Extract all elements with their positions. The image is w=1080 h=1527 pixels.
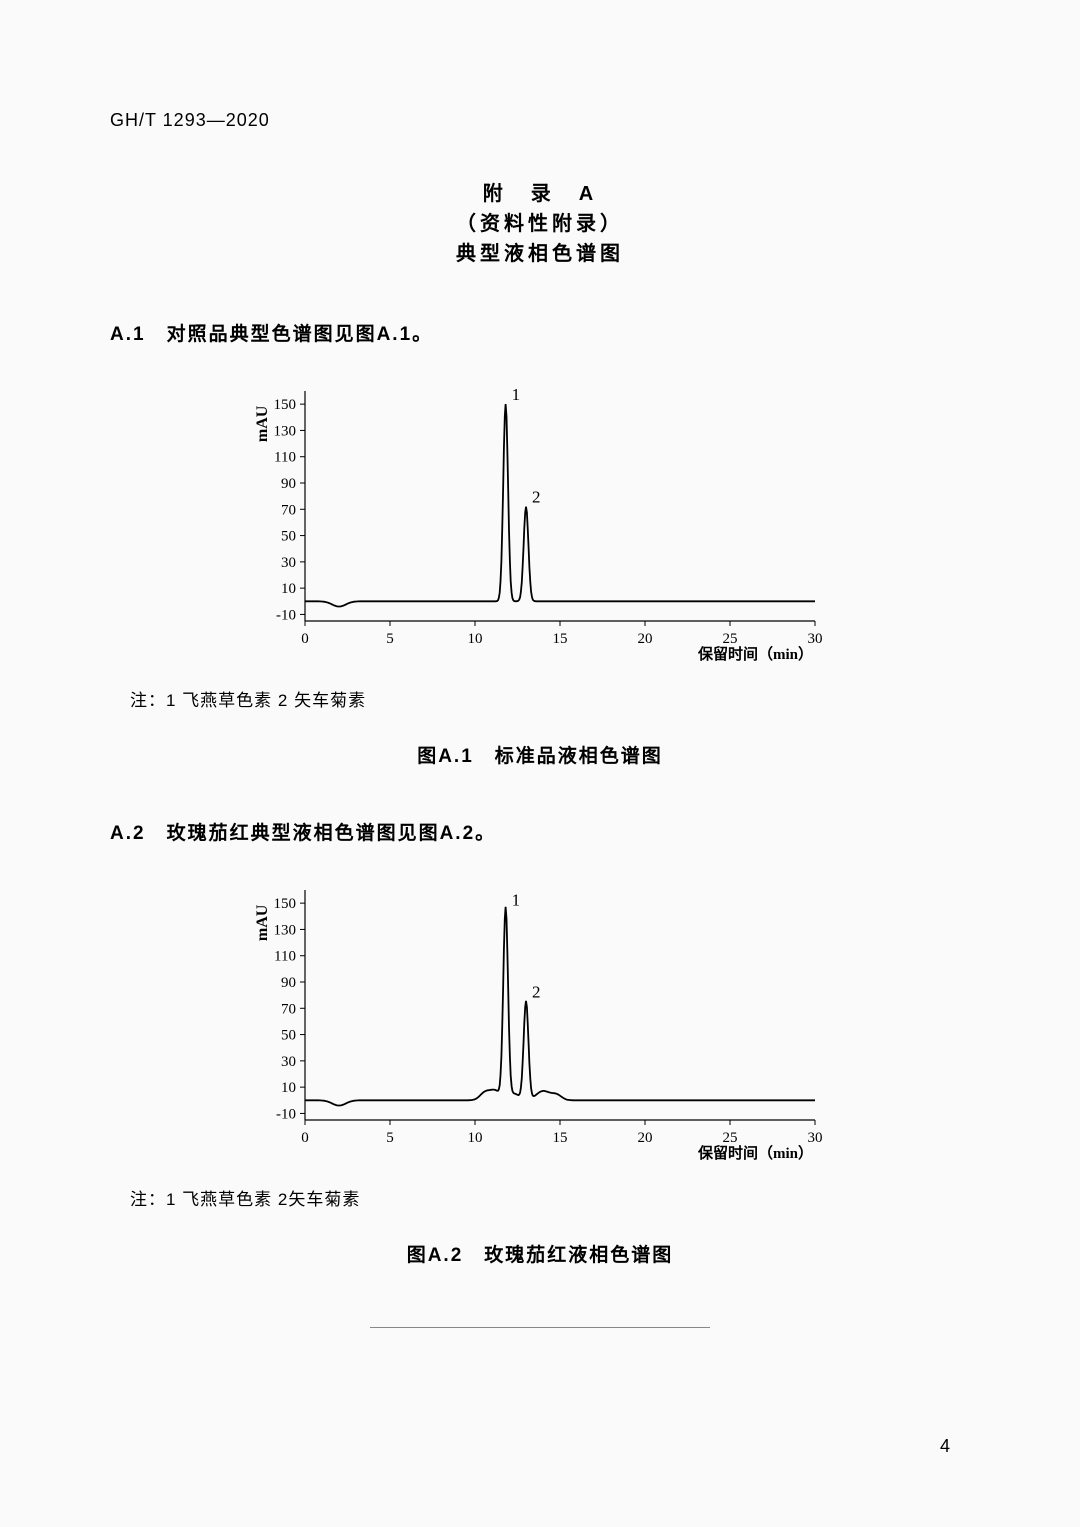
svg-text:25: 25 bbox=[723, 1130, 738, 1146]
svg-text:1: 1 bbox=[512, 385, 520, 404]
svg-text:110: 110 bbox=[274, 949, 296, 965]
svg-text:保留时间（min）: 保留时间（min） bbox=[697, 1144, 813, 1162]
page-number: 4 bbox=[940, 1436, 950, 1457]
svg-text:25: 25 bbox=[723, 631, 738, 647]
appendix-line-2: （资料性附录） bbox=[110, 209, 970, 239]
appendix-line-1: 附 录 A bbox=[110, 179, 970, 209]
svg-text:20: 20 bbox=[638, 1130, 653, 1146]
svg-text:保留时间（min）: 保留时间（min） bbox=[697, 645, 813, 663]
svg-text:90: 90 bbox=[281, 975, 296, 991]
appendix-header: 附 录 A （资料性附录） 典型液相色谱图 bbox=[110, 179, 970, 269]
appendix-line-3: 典型液相色谱图 bbox=[110, 239, 970, 269]
svg-text:110: 110 bbox=[274, 450, 296, 466]
svg-text:70: 70 bbox=[281, 1001, 296, 1017]
caption-a2: 图A.2 玫瑰茄红液相色谱图 bbox=[110, 1240, 970, 1267]
svg-text:5: 5 bbox=[386, 631, 394, 647]
svg-text:10: 10 bbox=[281, 1080, 296, 1096]
svg-text:-10: -10 bbox=[276, 607, 296, 623]
section-a1-title: A.1 对照品典型色谱图见图A.1。 bbox=[110, 319, 970, 346]
note-a2: 注：1 飞燕草色素 2矢车菊素 bbox=[130, 1185, 970, 1210]
svg-text:50: 50 bbox=[281, 1028, 296, 1044]
svg-text:0: 0 bbox=[301, 1130, 309, 1146]
separator-line bbox=[370, 1327, 710, 1328]
svg-text:70: 70 bbox=[281, 502, 296, 518]
svg-text:20: 20 bbox=[638, 631, 653, 647]
document-id: GH/T 1293—2020 bbox=[110, 110, 970, 131]
chart-a1: -101030507090110130150mAU051015202530保留时… bbox=[250, 376, 830, 666]
chromatogram-a2: -101030507090110130150mAU051015202530保留时… bbox=[250, 875, 830, 1165]
svg-text:50: 50 bbox=[281, 529, 296, 545]
svg-text:10: 10 bbox=[281, 581, 296, 597]
note-a1: 注：1 飞燕草色素 2 矢车菊素 bbox=[130, 686, 970, 711]
svg-text:10: 10 bbox=[468, 1130, 483, 1146]
svg-text:30: 30 bbox=[808, 631, 823, 647]
svg-text:0: 0 bbox=[301, 631, 309, 647]
svg-text:mAU: mAU bbox=[254, 405, 271, 442]
svg-text:2: 2 bbox=[532, 983, 541, 1002]
section-a2-title: A.2 玫瑰茄红典型液相色谱图见图A.2。 bbox=[110, 818, 970, 845]
svg-text:15: 15 bbox=[553, 1130, 568, 1146]
svg-text:5: 5 bbox=[386, 1130, 394, 1146]
svg-text:130: 130 bbox=[274, 423, 297, 439]
caption-a1: 图A.1 标准品液相色谱图 bbox=[110, 741, 970, 768]
svg-text:30: 30 bbox=[808, 1130, 823, 1146]
svg-text:15: 15 bbox=[553, 631, 568, 647]
chart-a2: -101030507090110130150mAU051015202530保留时… bbox=[250, 875, 830, 1165]
svg-text:mAU: mAU bbox=[254, 904, 271, 941]
svg-text:90: 90 bbox=[281, 476, 296, 492]
svg-text:30: 30 bbox=[281, 1054, 296, 1070]
svg-text:-10: -10 bbox=[276, 1106, 296, 1122]
svg-text:2: 2 bbox=[532, 488, 541, 507]
svg-text:150: 150 bbox=[274, 896, 297, 912]
svg-text:1: 1 bbox=[512, 891, 520, 910]
svg-text:10: 10 bbox=[468, 631, 483, 647]
svg-text:150: 150 bbox=[274, 397, 297, 413]
svg-text:130: 130 bbox=[274, 922, 297, 938]
page: GH/T 1293—2020 附 录 A （资料性附录） 典型液相色谱图 A.1… bbox=[0, 0, 1080, 1527]
chromatogram-a1: -101030507090110130150mAU051015202530保留时… bbox=[250, 376, 830, 666]
svg-text:30: 30 bbox=[281, 555, 296, 571]
